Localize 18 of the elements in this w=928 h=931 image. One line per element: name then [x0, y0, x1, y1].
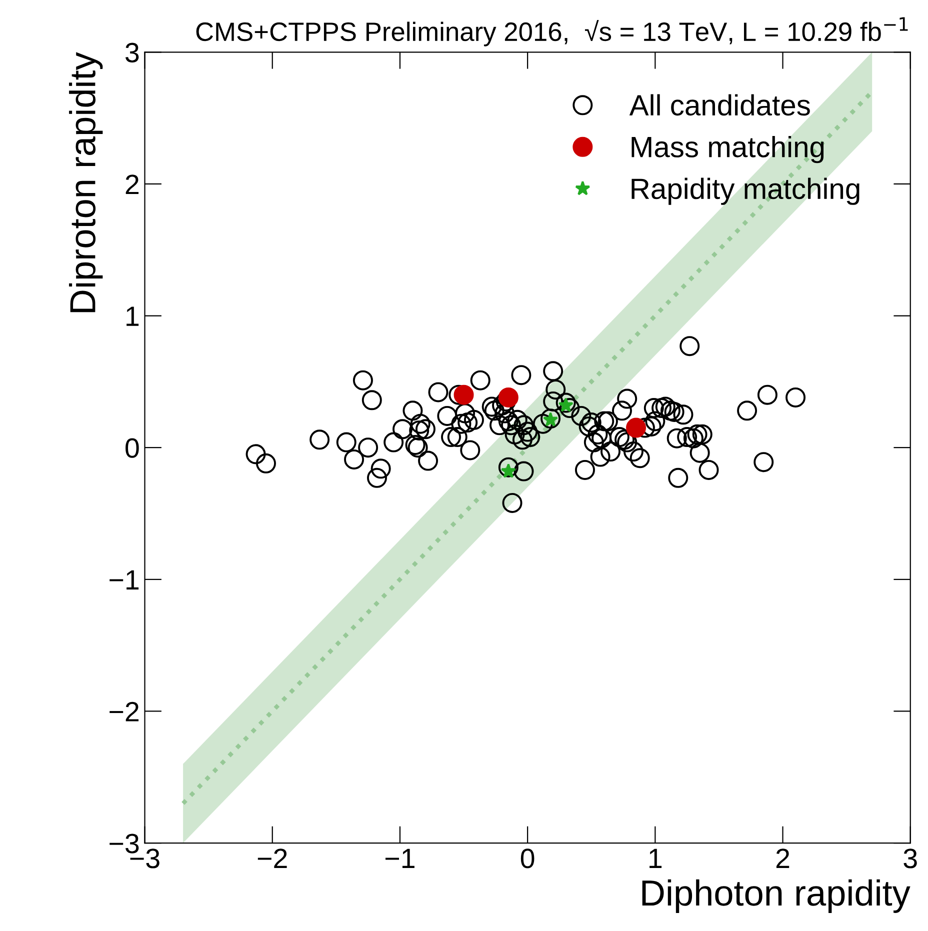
- x-tick-label: 2: [776, 848, 790, 868]
- x-tick-label: 3: [904, 848, 917, 868]
- legend-label: Rapidity matching: [632, 178, 860, 205]
- y-tick-label: 1: [126, 306, 139, 326]
- y-tick-label: 0: [126, 438, 139, 458]
- y-tick-label: −1: [110, 570, 139, 590]
- y-axis-title: Diproton rapidity: [69, 52, 103, 312]
- chart-title: CMS+CTPPS Preliminary 2016, √s = 13 TeV, L = 10.29 fb$^{−1}$: [196, 17, 908, 46]
- y-tick-label: 2: [126, 174, 139, 194]
- x-tick-label: −1: [386, 848, 414, 868]
- x-axis-title: Diphoton rapidity: [642, 879, 910, 913]
- x-tick-label: 0: [520, 848, 534, 868]
- x-tick-label: −2: [258, 848, 287, 868]
- y-tick-label: 3: [126, 42, 139, 62]
- legend-label: Mass matching: [632, 136, 824, 164]
- x-tick-label: 1: [650, 848, 662, 868]
- legend-label: All candidates: [629, 94, 810, 116]
- y-tick-label: −2: [110, 702, 139, 722]
